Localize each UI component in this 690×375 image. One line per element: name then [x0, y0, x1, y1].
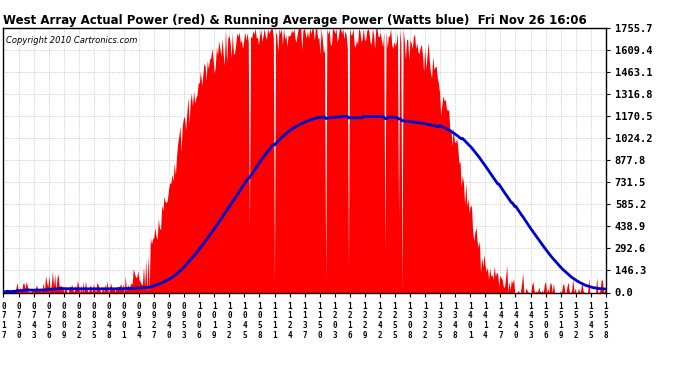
Text: West Array Actual Power (red) & Running Average Power (Watts blue)  Fri Nov 26 1: West Array Actual Power (red) & Running …	[3, 14, 587, 27]
Text: Copyright 2010 Cartronics.com: Copyright 2010 Cartronics.com	[6, 36, 138, 45]
